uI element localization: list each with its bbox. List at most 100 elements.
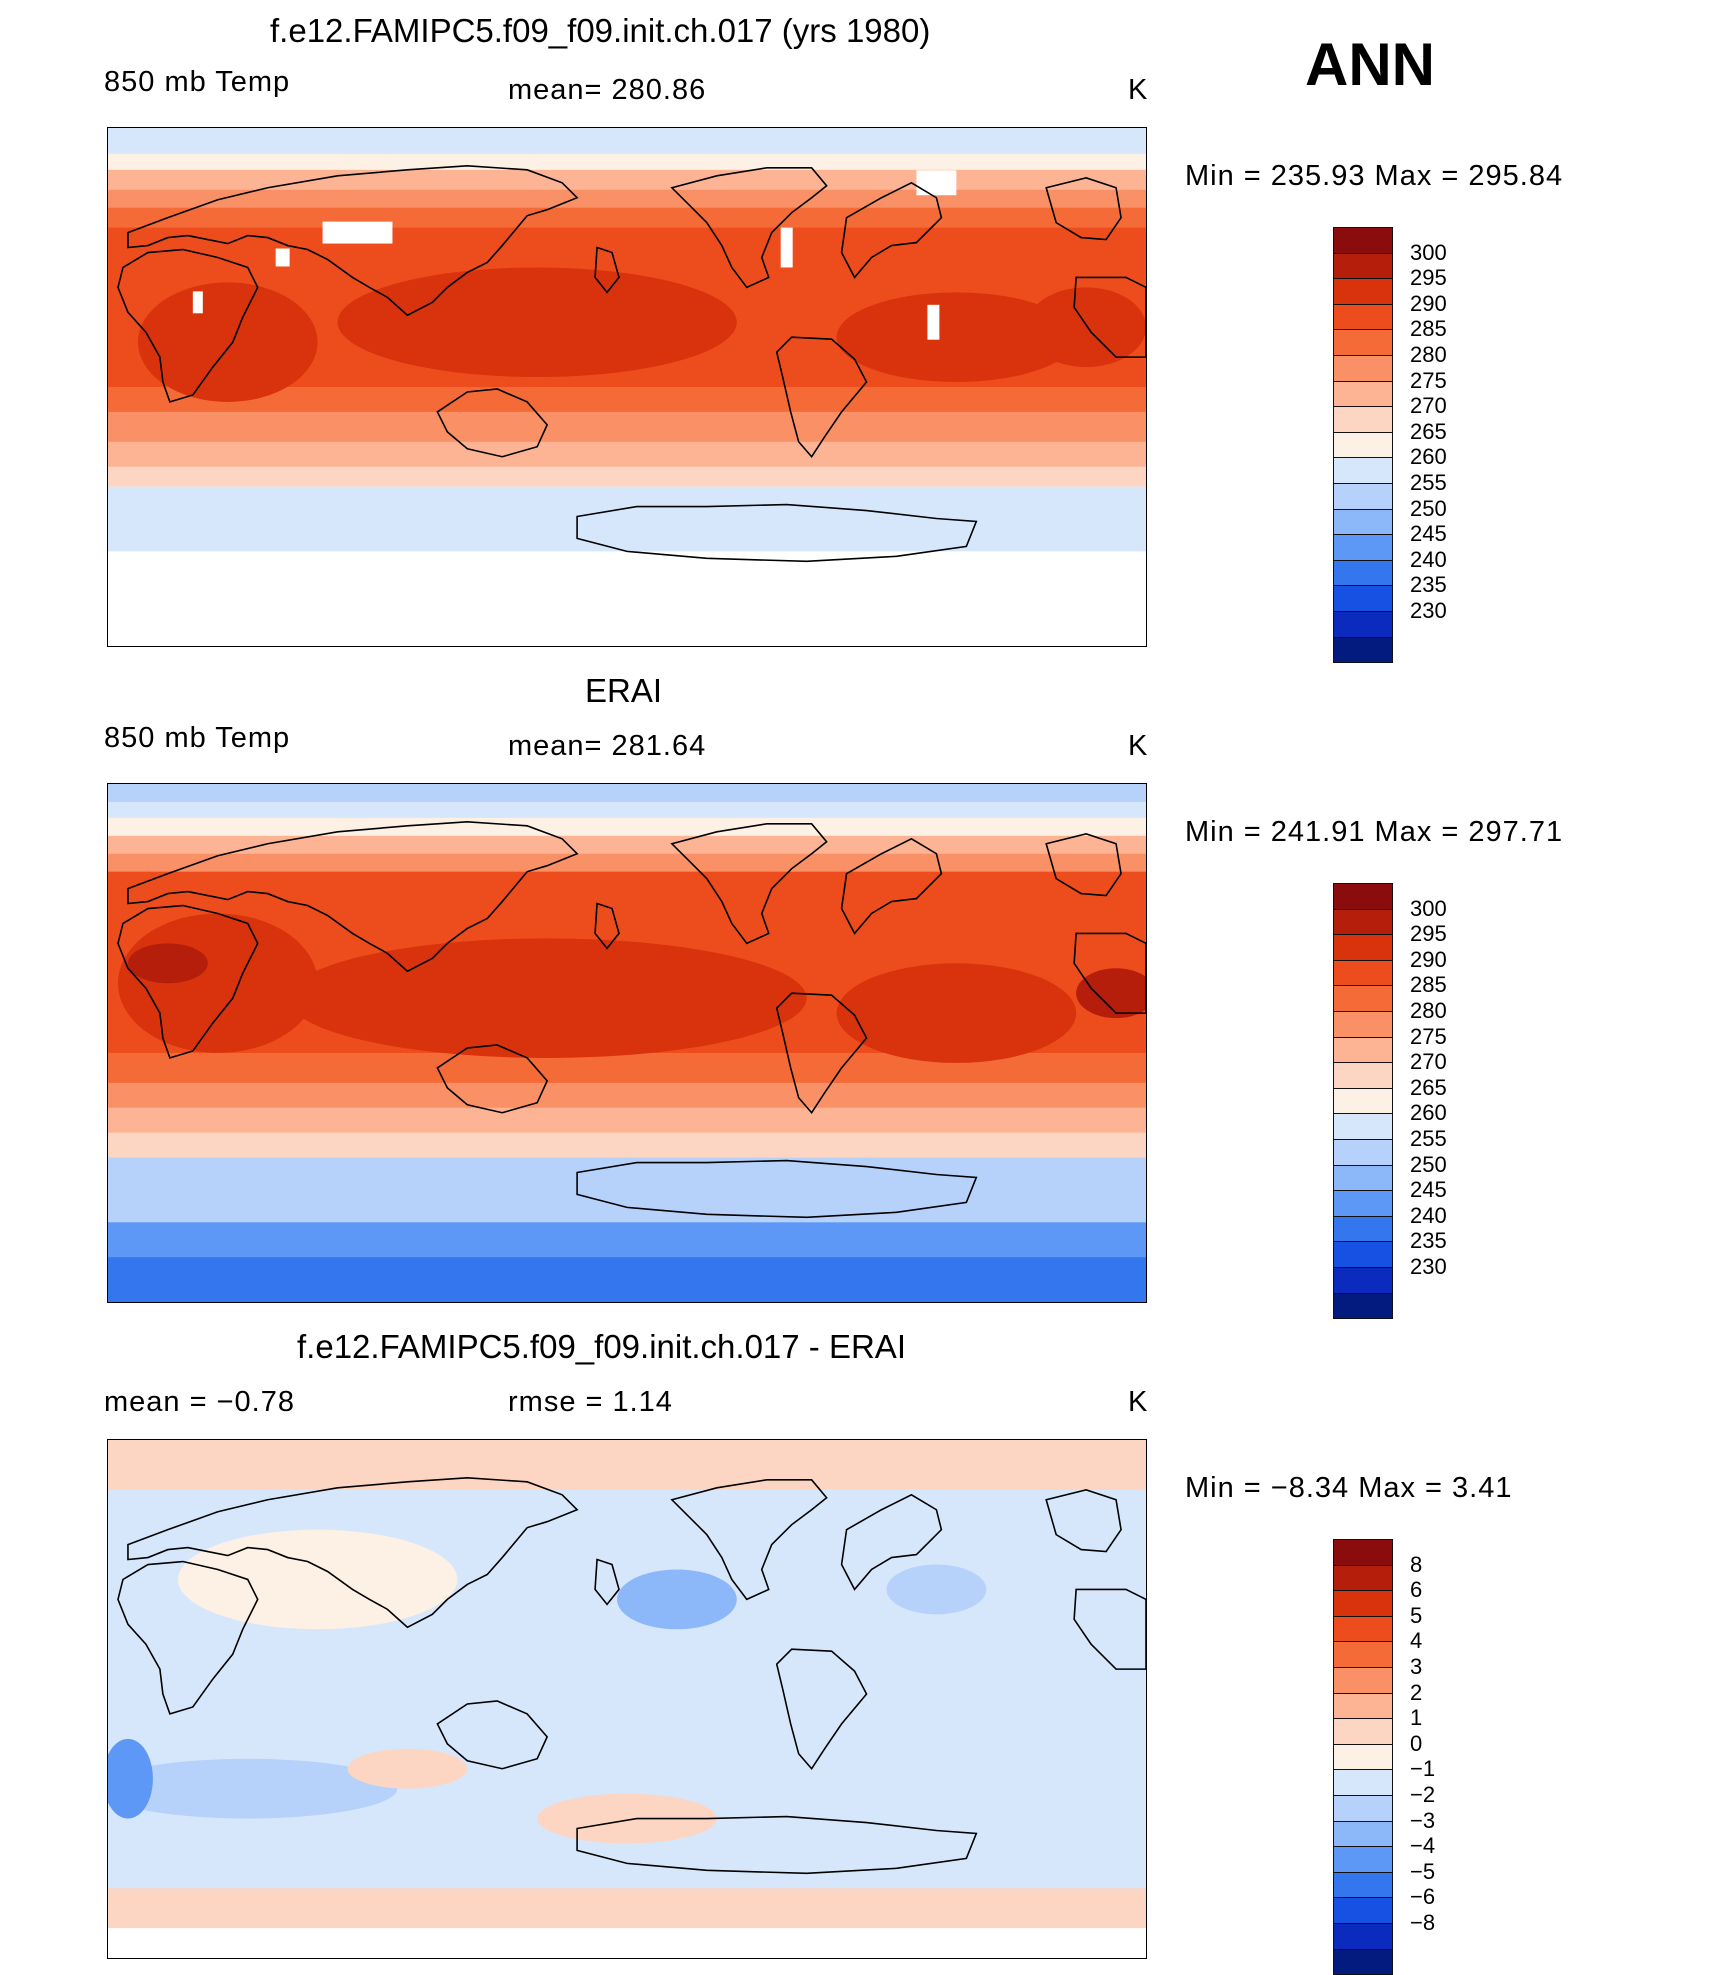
colorbar-model: 300 295 290 285 280 275 270 265 260 255 250 245 240 2…	[1333, 227, 1447, 664]
colorbar-tick-label: 0	[1410, 1730, 1423, 1756]
contour-band	[108, 835, 1146, 855]
coastline	[576, 1159, 978, 1219]
masked-high-terrain	[780, 227, 793, 268]
colorbar-swatch	[1333, 380, 1393, 408]
contour-band	[108, 817, 1146, 837]
coastline	[775, 1648, 868, 1771]
contour-band	[108, 853, 1146, 873]
contour-region	[287, 938, 807, 1058]
contour-band	[108, 1157, 1146, 1224]
contour-band	[108, 411, 1146, 443]
mean-label: mean = −0.78	[104, 1386, 295, 1418]
contour-band	[108, 1132, 1146, 1159]
coastline	[436, 1700, 549, 1770]
coastline	[1045, 176, 1122, 241]
colorbar-swatch	[1333, 1641, 1393, 1668]
colorbar-tick-label: 4	[1410, 1628, 1423, 1654]
coastline	[436, 388, 549, 458]
contour-region	[108, 1738, 153, 1819]
colorbar-swatch	[1333, 559, 1393, 587]
coastline	[594, 902, 620, 950]
colorbar-swatch	[1333, 278, 1393, 305]
colorbar-swatch	[1333, 636, 1393, 664]
map-plot-diff	[107, 1439, 1147, 1959]
colorbar-tick-label: 245	[1410, 521, 1447, 547]
contour-region	[836, 292, 1077, 383]
season-label: ANN	[1305, 31, 1435, 98]
coastline	[127, 1477, 579, 1629]
coastline	[1045, 1488, 1122, 1553]
colorbar-tick-label: 300	[1410, 895, 1447, 921]
panel-title: f.e12.FAMIPC5.f09_f09.init.ch.017 (yrs 1…	[270, 12, 931, 49]
colorbar-tick-label: −1	[1410, 1756, 1436, 1782]
colorbar-swatch	[1333, 1897, 1393, 1924]
coastline	[1073, 1588, 1146, 1670]
colorbar-tick-label: 295	[1410, 921, 1447, 947]
colorbar-swatch	[1333, 1692, 1393, 1720]
coastline	[840, 181, 943, 279]
coastline	[436, 1044, 549, 1114]
colorbar-tick-label: 235	[1410, 572, 1447, 598]
colorbar-swatch	[1333, 611, 1393, 638]
contour-region	[108, 1758, 398, 1819]
colorbar-swatch	[1333, 1011, 1393, 1038]
contour-band	[108, 466, 1146, 488]
contour-band	[108, 1222, 1146, 1259]
colorbar-tick-label: 245	[1410, 1177, 1447, 1203]
coastline	[594, 1558, 620, 1606]
colorbar-tick-label: −4	[1410, 1833, 1436, 1859]
colorbar-tick-label: 290	[1410, 946, 1447, 972]
colorbar-tick-label: 255	[1410, 470, 1447, 495]
min-max-label: Min = −8.34 Max = 3.41	[1185, 1472, 1513, 1504]
colorbar-obs: 300 295 290 285 280 275 270 265 260 255 250 245 240 2…	[1333, 883, 1447, 1320]
coastline	[576, 1815, 978, 1875]
colorbar-tick-label: 285	[1410, 316, 1447, 342]
contour-region	[137, 282, 318, 402]
colorbar-swatch	[1333, 1062, 1393, 1089]
map-plot-model	[107, 127, 1147, 647]
contour-region	[127, 943, 208, 984]
contour-region	[537, 1793, 717, 1844]
colorbar-swatch	[1333, 959, 1393, 987]
colorbar-swatch	[1333, 934, 1393, 961]
colorbar-tick-label: 8	[1410, 1551, 1423, 1577]
colorbar-tick-label: 250	[1410, 1151, 1447, 1177]
colorbar-swatch	[1333, 1215, 1393, 1243]
colorbar-swatch	[1333, 1718, 1393, 1745]
colorbar-tick-label: 300	[1410, 239, 1447, 265]
masked-high-terrain	[927, 304, 940, 340]
coastline	[670, 167, 828, 289]
colorbar-swatch	[1333, 483, 1393, 510]
colorbar-swatch	[1333, 1615, 1393, 1643]
coastline	[117, 248, 259, 403]
coastline	[840, 1493, 943, 1591]
contour-band	[108, 387, 1146, 413]
contour-band	[108, 1928, 1146, 1958]
colorbar-swatch	[1333, 457, 1393, 484]
variable-label: 850 mb Temp	[104, 722, 291, 754]
colorbar-tick-label: 230	[1410, 1254, 1447, 1279]
contour-band	[108, 1440, 1146, 1491]
colorbar-swatch	[1333, 1539, 1393, 1566]
contour-band	[108, 1888, 1146, 1930]
coastline	[775, 336, 868, 459]
colorbar-tick-label: 270	[1410, 1049, 1447, 1075]
colorbar-swatch	[1333, 1564, 1393, 1592]
variable-label: 850 mb Temp	[104, 66, 291, 98]
colorbar-tick-label: 260	[1410, 1100, 1447, 1126]
colorbar-swatch	[1333, 406, 1393, 433]
coastline	[117, 1560, 259, 1715]
colorbar-swatch	[1333, 985, 1393, 1012]
contour-band	[108, 1107, 1146, 1134]
map-plot-obs	[107, 783, 1147, 1303]
colorbar-swatch	[1333, 1948, 1393, 1975]
coastline	[670, 1479, 828, 1601]
coastline	[775, 992, 868, 1115]
contour-band	[108, 551, 1146, 646]
coastline	[127, 821, 579, 973]
contour-region	[117, 913, 318, 1053]
colorbar-swatch	[1333, 1139, 1393, 1166]
colorbar-tick-label: 280	[1410, 998, 1447, 1023]
contour-band	[108, 169, 1146, 191]
coastline	[670, 823, 828, 945]
